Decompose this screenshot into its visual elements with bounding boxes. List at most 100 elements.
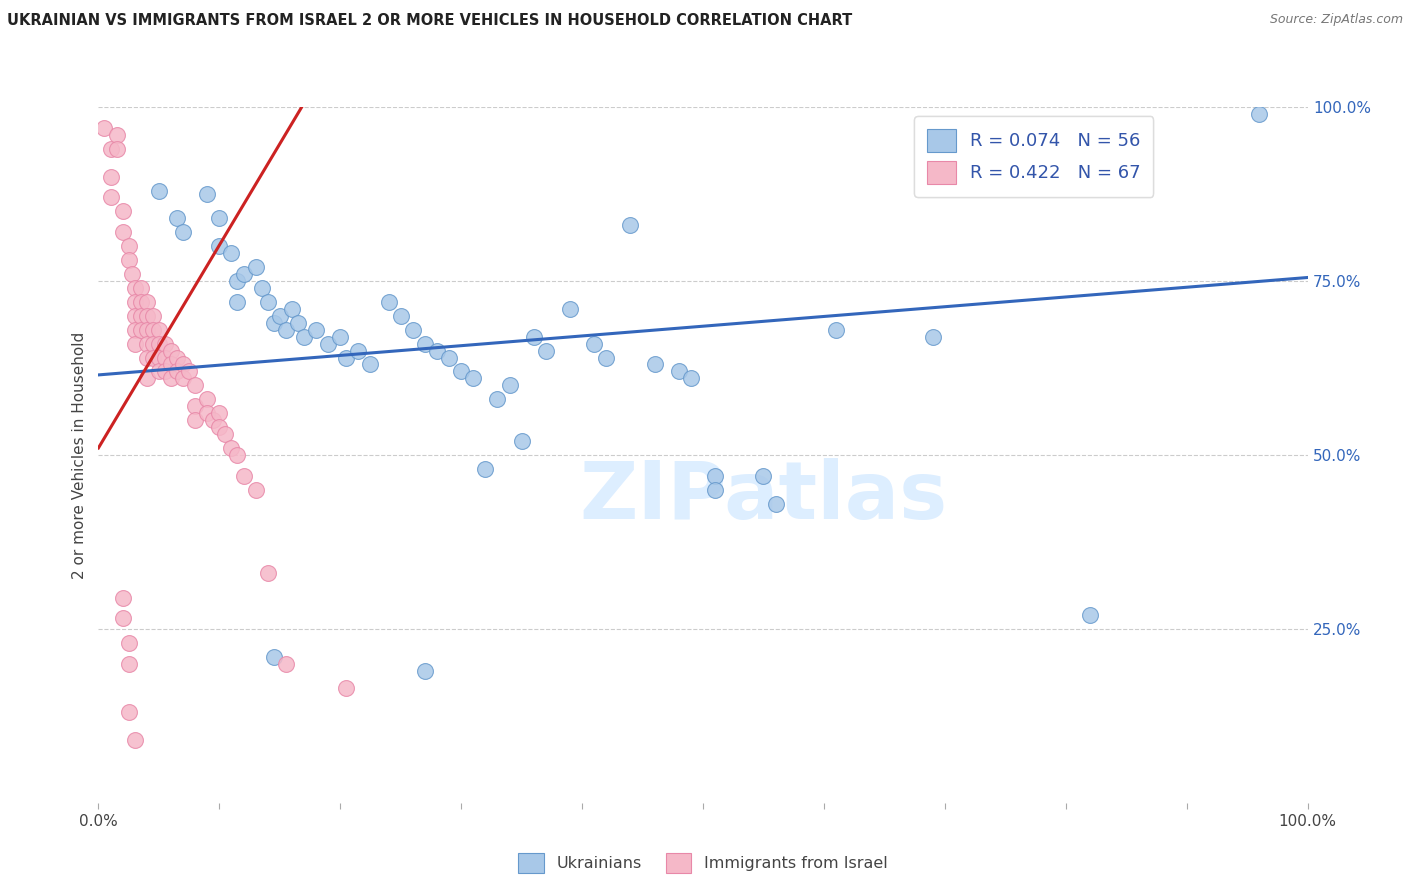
Point bbox=[281, 301, 304, 316]
Point bbox=[172, 225, 194, 239]
Point bbox=[825, 323, 848, 337]
Point bbox=[765, 497, 787, 511]
Legend: Ukrainians, Immigrants from Israel: Ukrainians, Immigrants from Israel bbox=[512, 847, 894, 880]
Point bbox=[172, 358, 194, 372]
Point bbox=[148, 364, 170, 378]
Point bbox=[619, 219, 641, 233]
Point bbox=[142, 309, 165, 323]
Point bbox=[208, 420, 231, 434]
Point bbox=[269, 309, 291, 323]
Point bbox=[463, 371, 485, 385]
Point bbox=[1078, 607, 1101, 622]
Point bbox=[166, 351, 188, 365]
Point bbox=[274, 657, 297, 671]
Point bbox=[486, 392, 509, 407]
Point bbox=[668, 364, 690, 378]
Point bbox=[118, 253, 141, 268]
Point bbox=[118, 657, 141, 671]
Point bbox=[142, 351, 165, 365]
Point bbox=[148, 323, 170, 337]
Point bbox=[148, 336, 170, 351]
Point bbox=[172, 371, 194, 385]
Point bbox=[232, 267, 254, 281]
Point bbox=[426, 343, 449, 358]
Point bbox=[153, 351, 176, 365]
Point bbox=[142, 336, 165, 351]
Point bbox=[160, 358, 183, 372]
Point bbox=[153, 336, 176, 351]
Point bbox=[100, 169, 122, 184]
Point bbox=[124, 281, 146, 295]
Point bbox=[195, 392, 218, 407]
Text: ZIPatlas: ZIPatlas bbox=[579, 458, 948, 536]
Point bbox=[166, 364, 188, 378]
Point bbox=[124, 733, 146, 747]
Point bbox=[245, 260, 267, 274]
Point bbox=[105, 128, 128, 142]
Point bbox=[135, 323, 157, 337]
Point bbox=[498, 378, 520, 392]
Point bbox=[208, 211, 231, 226]
Point bbox=[377, 294, 399, 309]
Point bbox=[105, 142, 128, 156]
Point bbox=[1249, 107, 1271, 121]
Point bbox=[595, 351, 617, 365]
Point bbox=[129, 294, 152, 309]
Point bbox=[226, 294, 249, 309]
Point bbox=[347, 343, 370, 358]
Y-axis label: 2 or more Vehicles in Household: 2 or more Vehicles in Household bbox=[72, 331, 87, 579]
Point bbox=[558, 301, 581, 316]
Point bbox=[402, 323, 425, 337]
Point bbox=[752, 468, 775, 483]
Point bbox=[184, 399, 207, 413]
Point bbox=[142, 323, 165, 337]
Point bbox=[195, 187, 218, 202]
Point bbox=[921, 329, 943, 343]
Point bbox=[287, 316, 309, 330]
Point bbox=[184, 378, 207, 392]
Point bbox=[523, 329, 546, 343]
Point bbox=[111, 591, 134, 605]
Point bbox=[111, 204, 134, 219]
Point bbox=[148, 351, 170, 365]
Point bbox=[135, 336, 157, 351]
Point bbox=[474, 462, 496, 476]
Point bbox=[135, 294, 157, 309]
Point bbox=[124, 323, 146, 337]
Point bbox=[214, 427, 236, 442]
Point bbox=[135, 351, 157, 365]
Point bbox=[263, 316, 285, 330]
Point bbox=[316, 336, 339, 351]
Point bbox=[335, 351, 357, 365]
Legend: R = 0.074   N = 56, R = 0.422   N = 67: R = 0.074 N = 56, R = 0.422 N = 67 bbox=[914, 116, 1153, 197]
Point bbox=[644, 358, 666, 372]
Point bbox=[202, 413, 225, 427]
Point bbox=[118, 239, 141, 253]
Text: Source: ZipAtlas.com: Source: ZipAtlas.com bbox=[1270, 13, 1403, 27]
Point bbox=[226, 448, 249, 462]
Point bbox=[256, 566, 278, 581]
Point bbox=[118, 706, 141, 720]
Point bbox=[335, 681, 357, 695]
Point bbox=[118, 636, 141, 650]
Point bbox=[93, 120, 115, 135]
Point bbox=[226, 274, 249, 288]
Point bbox=[292, 329, 315, 343]
Point bbox=[124, 294, 146, 309]
Point bbox=[153, 364, 176, 378]
Point bbox=[305, 323, 328, 337]
Point bbox=[184, 413, 207, 427]
Point bbox=[111, 611, 134, 625]
Point bbox=[135, 309, 157, 323]
Point bbox=[124, 336, 146, 351]
Point bbox=[245, 483, 267, 497]
Point bbox=[437, 351, 460, 365]
Point bbox=[129, 309, 152, 323]
Point bbox=[274, 323, 297, 337]
Point bbox=[221, 441, 243, 455]
Point bbox=[704, 468, 727, 483]
Point bbox=[679, 371, 702, 385]
Point bbox=[135, 371, 157, 385]
Point bbox=[250, 281, 273, 295]
Point bbox=[166, 211, 188, 226]
